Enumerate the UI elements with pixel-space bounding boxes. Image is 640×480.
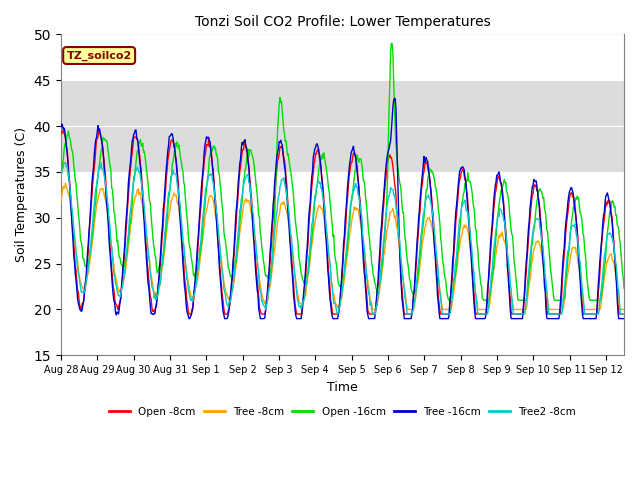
Title: Tonzi Soil CO2 Profile: Lower Temperatures: Tonzi Soil CO2 Profile: Lower Temperatur…: [195, 15, 490, 29]
Text: TZ_soilco2: TZ_soilco2: [67, 50, 132, 60]
Bar: [61, 80, 624, 172]
Y-axis label: Soil Temperatures (C): Soil Temperatures (C): [15, 127, 28, 262]
X-axis label: Time: Time: [327, 381, 358, 394]
Legend: Open -8cm, Tree -8cm, Open -16cm, Tree -16cm, Tree2 -8cm: Open -8cm, Tree -8cm, Open -16cm, Tree -…: [105, 402, 580, 420]
